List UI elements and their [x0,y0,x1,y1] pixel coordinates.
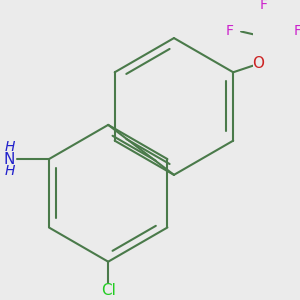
Text: H: H [4,140,15,154]
Text: F: F [260,0,268,12]
Text: F: F [294,25,300,38]
Text: N: N [4,152,15,166]
Text: H: H [4,164,15,178]
Text: Cl: Cl [101,283,116,298]
Text: F: F [225,25,233,38]
Text: O: O [252,56,264,70]
